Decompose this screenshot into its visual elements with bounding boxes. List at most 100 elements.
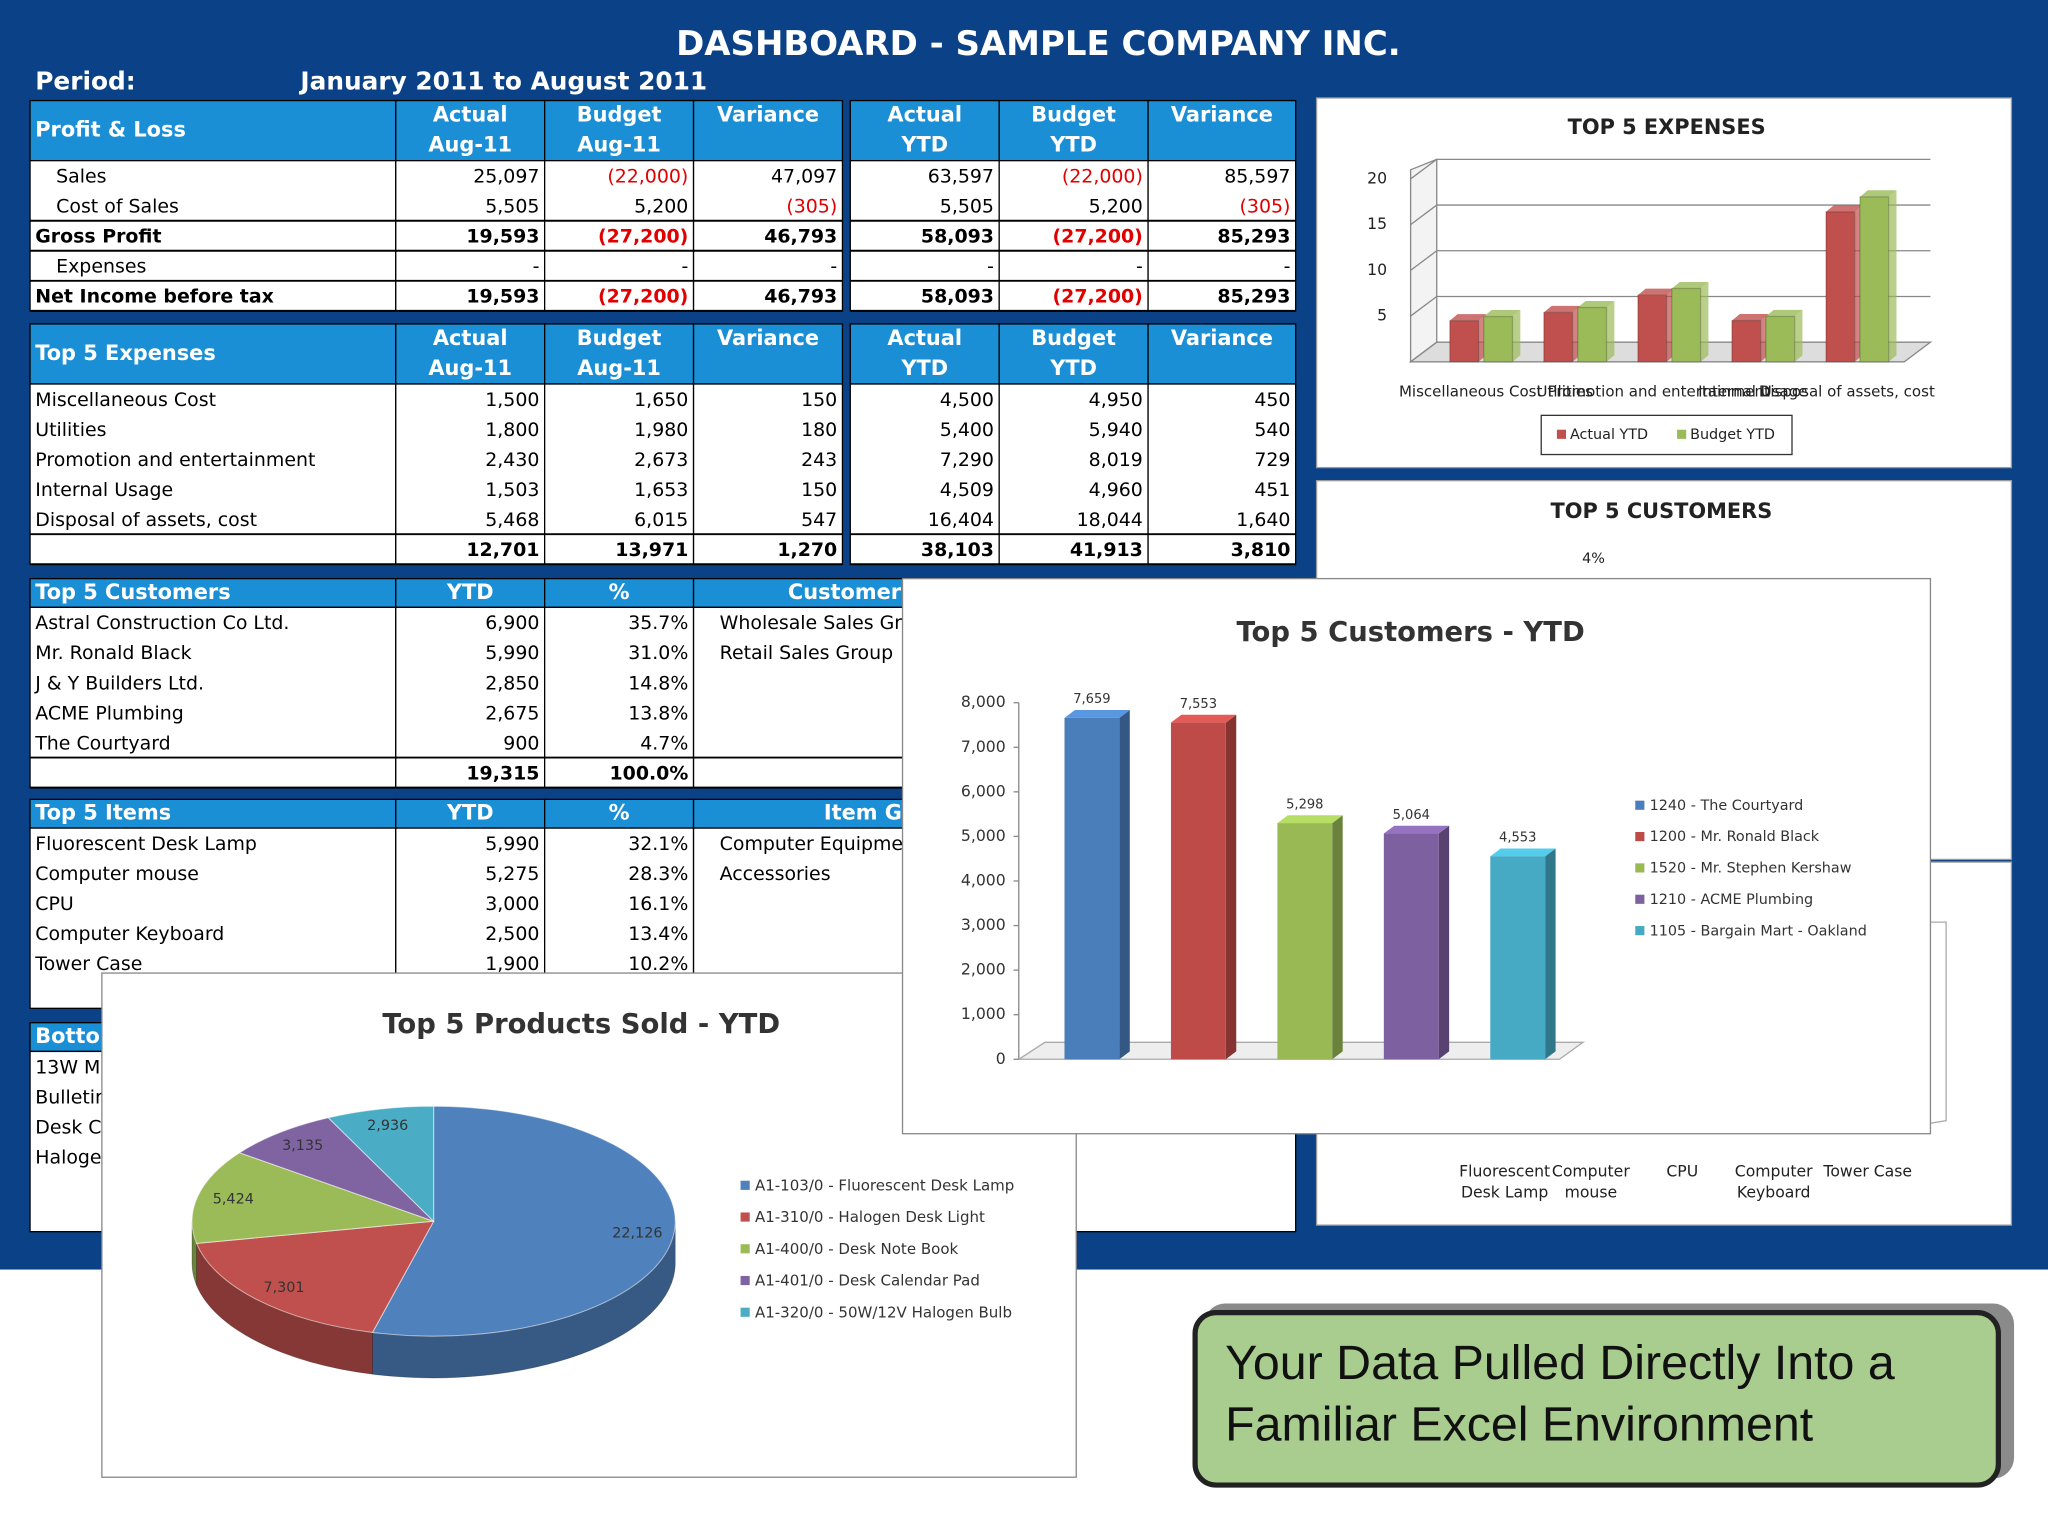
legend-box [1540, 414, 1793, 456]
cell-text: 451 [1254, 479, 1290, 501]
cell-text: CPU [35, 893, 73, 915]
header-cell [29, 99, 397, 162]
cell-text: 13W Mi [35, 1056, 105, 1078]
title: DASHBOARD - SAMPLE COMPANY INC. [676, 24, 1401, 64]
header-cell [544, 577, 695, 608]
legend-swatch [740, 1307, 750, 1317]
cell-text: Haloge [35, 1146, 101, 1168]
cell-text: 28.3% [628, 863, 688, 885]
cell-text: Utilities [35, 419, 106, 441]
legend-swatch [1635, 800, 1645, 810]
data-label: 2,936 [367, 1118, 408, 1134]
cell-text: 2,673 [634, 449, 688, 471]
cell-text: 150 [801, 389, 837, 411]
y-tick-label: 4,000 [961, 870, 1006, 889]
cell-text: 58,093 [921, 286, 994, 308]
cell-text: (27,200) [598, 286, 688, 308]
cell-text: Internal Usage [35, 479, 173, 501]
body-column [1147, 160, 1297, 312]
cell-text: 19,593 [466, 286, 539, 308]
header-text: Actual [887, 326, 962, 350]
body-column [395, 606, 546, 789]
cell-text: (305) [786, 196, 837, 218]
legend-label: 1240 - The Courtyard [1650, 798, 1804, 814]
cell-text: Retail Sales Group [720, 642, 893, 664]
legend-label: 1105 - Bargain Mart - Oakland [1650, 923, 1867, 939]
bar-top [1577, 300, 1615, 308]
cell-text: 7,290 [940, 449, 994, 471]
cell-text: 14.8% [628, 672, 688, 694]
cell-text: Miscellaneous Cost [35, 389, 216, 411]
header-cell [849, 99, 1000, 162]
cell-text: Astral Construction Co Ltd. [35, 612, 289, 634]
cell-text: 3,000 [485, 893, 539, 915]
cell-text: 1,653 [634, 479, 688, 501]
bar [1064, 717, 1120, 1060]
header-cell [395, 323, 546, 385]
cell-text: The Courtyard [34, 732, 170, 754]
cell-text: 3,810 [1231, 539, 1291, 561]
cell-text: 8,019 [1089, 449, 1143, 471]
body-column [1147, 383, 1297, 565]
cell-text: 150 [801, 479, 837, 501]
y-tick-label: 2,000 [961, 960, 1006, 979]
bar-side [1888, 190, 1897, 362]
bar [1449, 319, 1480, 363]
legend-label: 1200 - Mr. Ronald Black [1650, 829, 1820, 845]
cell-text: 6,900 [485, 612, 539, 634]
bar-top [1170, 714, 1237, 723]
cell-text: (22,000) [607, 165, 688, 187]
cell-text: 4,509 [940, 479, 994, 501]
x-tick-label: Utilities [1536, 382, 1593, 400]
data-label: 7,659 [1073, 692, 1110, 707]
cell-text: 41,913 [1070, 539, 1143, 561]
cell-text: 38,103 [921, 539, 994, 561]
bar-top [1765, 309, 1803, 317]
cell-text: 12,701 [466, 539, 539, 561]
bar [1637, 294, 1668, 363]
pie-slice [371, 1105, 676, 1337]
header-text: Aug-11 [577, 133, 661, 157]
y-tick-label: 15 [1367, 214, 1387, 233]
cell-text: - [533, 256, 540, 278]
cell-text: 547 [801, 509, 837, 531]
pie-slice [238, 1117, 434, 1222]
cell-text: 5,400 [940, 419, 994, 441]
cell-text: Computer Keyboard [35, 923, 224, 945]
body-column [29, 606, 397, 789]
legend-swatch [740, 1180, 750, 1190]
period: January 2011 to August 2011 [298, 66, 707, 95]
cell-text: Expenses [56, 256, 146, 278]
cell-text: Cost of Sales [56, 196, 179, 218]
cell-text: 46,793 [764, 286, 837, 308]
bar-side [1794, 309, 1803, 362]
bar [1671, 287, 1702, 363]
bar [1543, 311, 1574, 363]
cell-text: Wholesale Sales Group [720, 612, 938, 634]
header-text: YTD [446, 801, 494, 825]
legend-swatch [740, 1212, 750, 1222]
header-text: Top 5 Items [35, 801, 171, 825]
bar [1825, 211, 1856, 363]
body-column [849, 383, 1000, 565]
cell-text: 5,940 [1089, 419, 1143, 441]
y-tick-label: 7,000 [961, 737, 1006, 756]
legend-label: Actual YTD [1570, 427, 1648, 443]
legend-label: A1-310/0 - Halogen Desk Light [755, 1208, 985, 1226]
bar-top [1383, 825, 1450, 834]
bar [1170, 722, 1226, 1060]
callout-text: Your Data Pulled Directly Into a [1225, 1336, 1895, 1390]
cell-text: 1,900 [485, 953, 539, 975]
y-tick-label: 10 [1367, 260, 1387, 279]
header-cell [395, 577, 546, 608]
header-text: YTD [900, 133, 948, 157]
header-text: Botto [35, 1024, 100, 1048]
legend-swatch [1556, 429, 1567, 439]
header-text: Aug-11 [428, 133, 512, 157]
cell-text: 4,950 [1089, 389, 1143, 411]
body-column [692, 160, 844, 312]
legend-swatch [1635, 926, 1645, 936]
bar-top [1731, 314, 1769, 321]
bar-side [1512, 310, 1521, 362]
bar-top [1825, 205, 1863, 212]
